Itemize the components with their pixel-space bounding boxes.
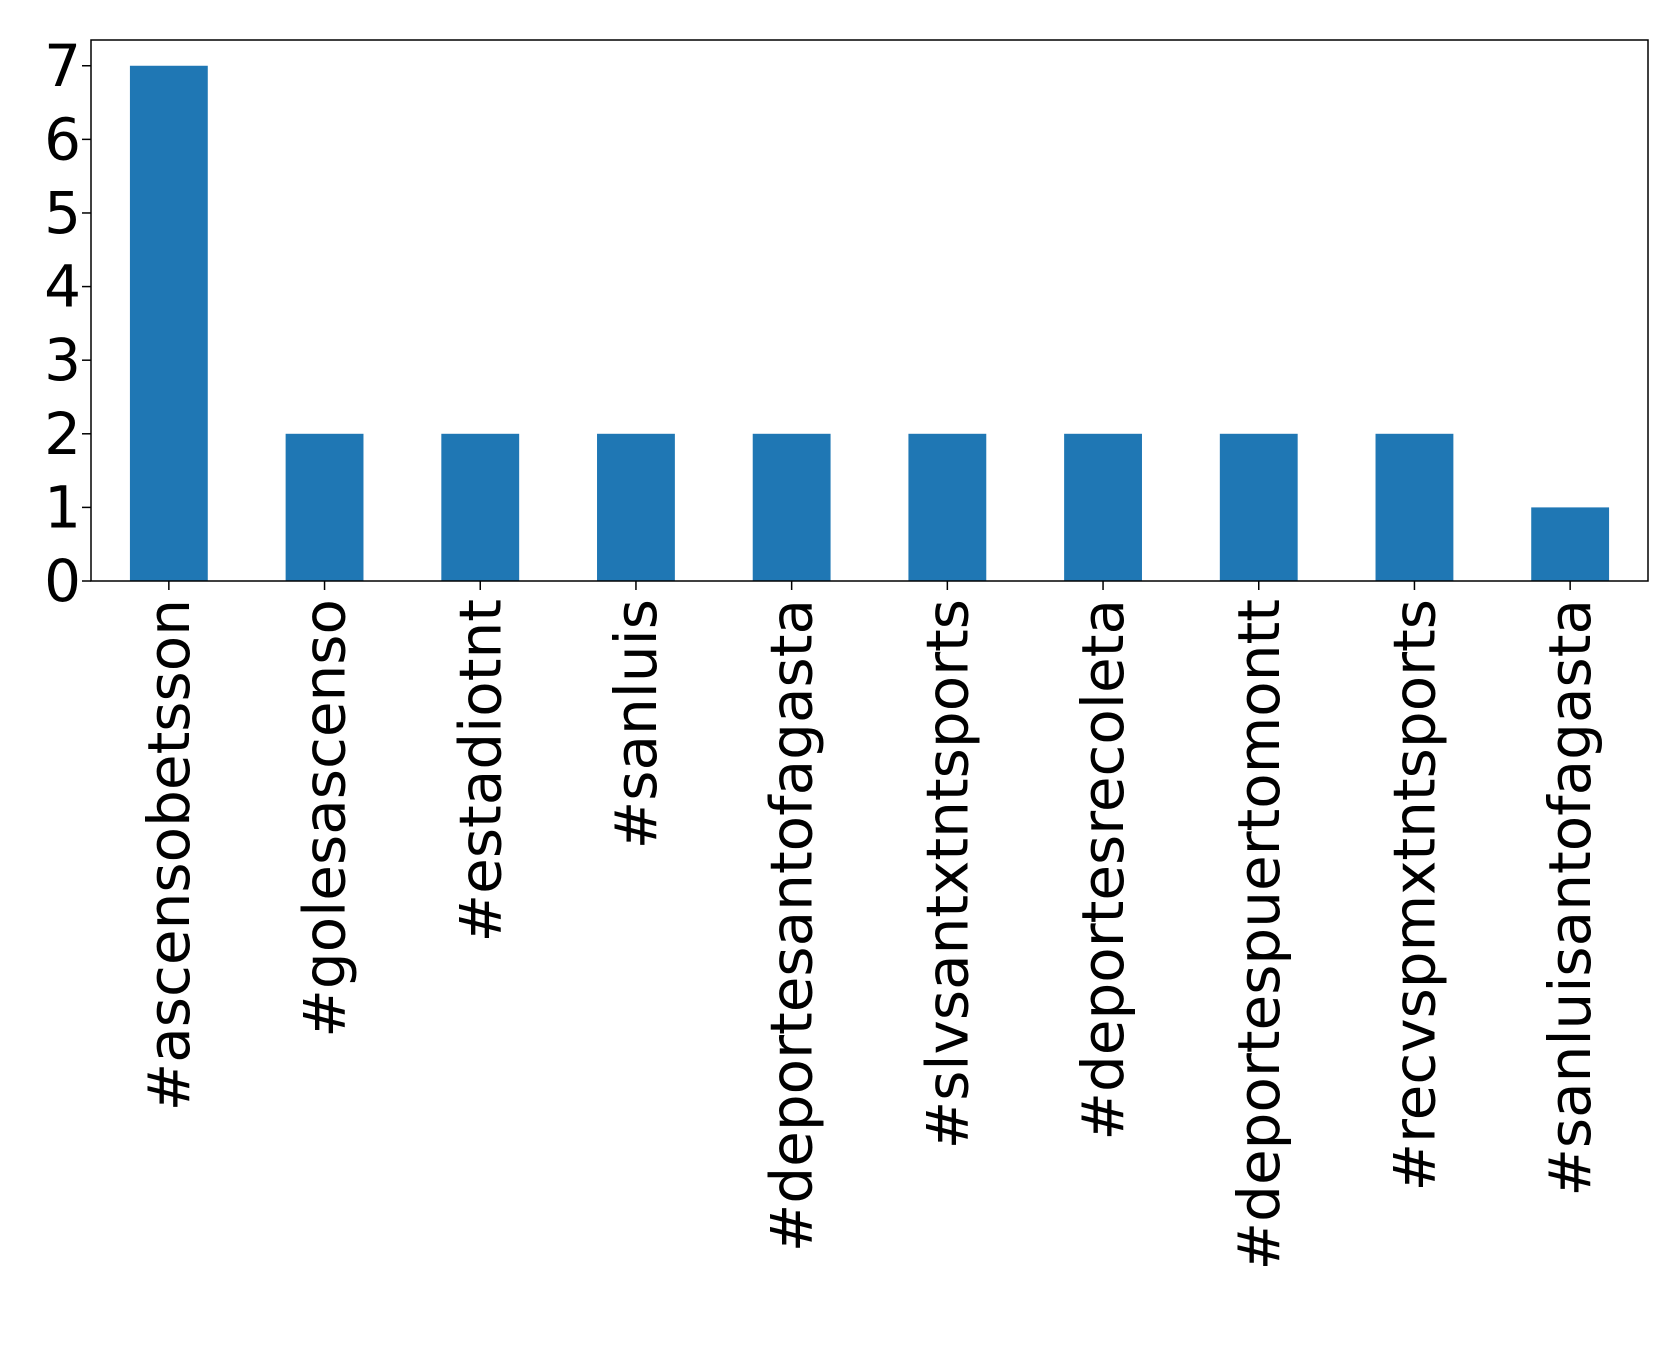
x-tick-label: #slvsantxtntsports: [913, 599, 981, 1149]
bar-sanluis: [597, 433, 675, 581]
y-tick-label: 0: [44, 547, 81, 615]
y-tick-label: 2: [44, 400, 81, 468]
bars-group: [129, 65, 1610, 581]
bar-slvsantxtntsports: [908, 433, 987, 581]
plot-frame: [90, 39, 1649, 582]
y-tick-label: 1: [44, 473, 81, 541]
x-tick-label: #ascensobetsson: [135, 599, 203, 1111]
x-tick-label: #deportespuertomontt: [1225, 599, 1293, 1270]
y-tick-label: 7: [44, 32, 81, 100]
x-tick-label: #golesascenso: [291, 599, 359, 1038]
x-tick-label: #sanluisantofagasta: [1536, 599, 1604, 1197]
bar-ascensobetsson: [129, 65, 208, 581]
bar-estadiotnt: [441, 433, 520, 581]
bar-deportespuertomontt: [1219, 433, 1298, 581]
x-tick-label: #estadiotnt: [446, 599, 514, 942]
bar-sanluisantofagasta: [1531, 507, 1610, 581]
y-tick-label: 5: [44, 179, 81, 247]
y-tick-label: 4: [44, 253, 81, 321]
x-tick-label: #sanluis: [602, 599, 670, 849]
x-tick-label: #recvspmxtntsports: [1380, 599, 1448, 1192]
bar-golesascenso: [285, 433, 364, 581]
bar-recvspmxtntsports: [1375, 433, 1454, 581]
bar-deportesrecoleta: [1064, 433, 1142, 581]
bar-deportesantofagasta: [752, 433, 831, 581]
x-axis: #ascensobetsson #golesascenso #estadiotnt #…: [135, 581, 1604, 1270]
y-tick-label: 6: [44, 105, 81, 173]
y-tick-label: 3: [44, 326, 81, 394]
x-tick-label: #deportesantofagasta: [758, 599, 826, 1252]
x-tick-label: #deportesrecoleta: [1069, 599, 1137, 1141]
